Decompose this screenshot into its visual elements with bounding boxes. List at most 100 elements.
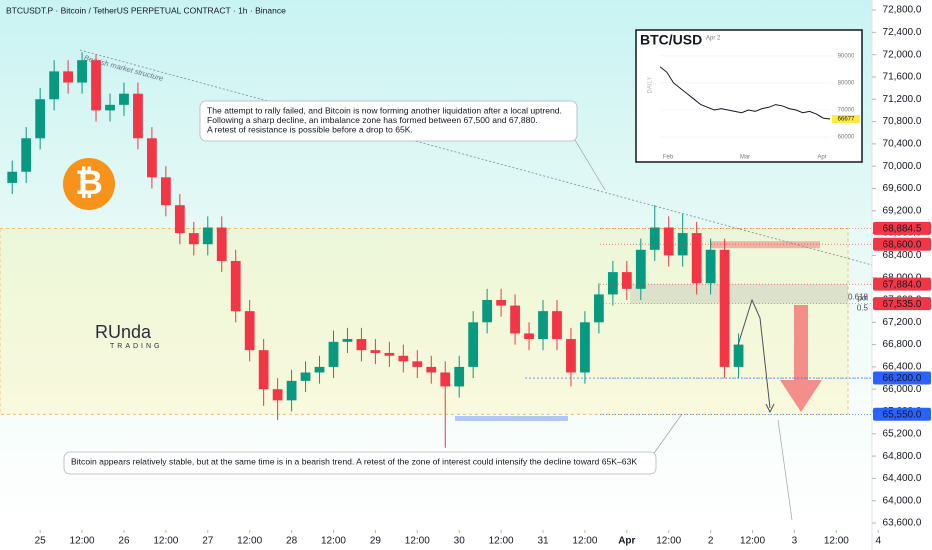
y-tick-label: 64,400.0 bbox=[883, 473, 922, 484]
price-tag bbox=[873, 297, 931, 311]
candle-body bbox=[342, 339, 353, 342]
x-tick-label: 12:00 bbox=[405, 536, 430, 547]
candle-body bbox=[496, 299, 506, 306]
candle-body bbox=[524, 333, 534, 340]
y-tick-label: 71,200.0 bbox=[883, 94, 922, 105]
projection-path bbox=[737, 298, 771, 409]
candle-body bbox=[244, 311, 255, 351]
candle-body bbox=[7, 171, 18, 183]
y-tick-label: 69,600.0 bbox=[883, 183, 922, 194]
inset-last-label: 66677 bbox=[838, 117, 855, 123]
candle-body bbox=[230, 260, 241, 312]
candle-body bbox=[580, 322, 590, 373]
price-tag-label: 68,884.5 bbox=[883, 224, 922, 235]
y-tick-label: 71,600.0 bbox=[883, 72, 922, 83]
inset-y-label: 90000 bbox=[838, 54, 855, 60]
candle-body bbox=[370, 350, 381, 353]
candle-body bbox=[691, 233, 702, 284]
candle-body bbox=[482, 299, 493, 323]
price-axis-panel bbox=[872, 0, 932, 550]
inset-month: Feb bbox=[663, 155, 674, 161]
liquidity-bar bbox=[455, 416, 568, 421]
x-tick-label: 30 bbox=[454, 536, 466, 547]
y-tick-label: 70,400.0 bbox=[883, 139, 922, 150]
candle-body bbox=[160, 177, 171, 206]
price-tag-label: 65,550.0 bbox=[883, 409, 922, 420]
x-tick-label: 12:00 bbox=[824, 536, 849, 547]
candle-body bbox=[607, 272, 618, 295]
price-tag bbox=[873, 277, 931, 291]
candle-body bbox=[454, 366, 465, 387]
down-arrow bbox=[780, 305, 822, 412]
note-pointer bbox=[651, 413, 683, 457]
candle-body bbox=[663, 227, 674, 256]
x-tick-label: 12:00 bbox=[321, 536, 346, 547]
inset-frame bbox=[635, 29, 863, 163]
note-pointer bbox=[574, 139, 606, 191]
trend-line bbox=[79, 49, 873, 266]
candle-body bbox=[621, 272, 632, 289]
y-tick-label: 72,400.0 bbox=[883, 27, 922, 38]
candle-body bbox=[314, 366, 325, 373]
candle-body bbox=[119, 93, 129, 105]
candle-body bbox=[510, 305, 520, 334]
candle-body bbox=[300, 372, 311, 381]
candle-body bbox=[566, 339, 576, 373]
candle-body bbox=[216, 227, 227, 261]
candle-body bbox=[188, 233, 199, 245]
note-text: A retest of resistance is possible befor… bbox=[207, 124, 413, 134]
inset-title: BTC/USD bbox=[640, 32, 702, 48]
candle-body bbox=[440, 372, 451, 387]
candle-body bbox=[426, 366, 437, 373]
candle-body bbox=[21, 138, 32, 172]
note-text: The attempt to rally failed, and Bitcoin… bbox=[207, 105, 562, 115]
inset-side-label: DAILY bbox=[648, 77, 654, 94]
watermark: RUnda bbox=[95, 322, 152, 342]
price-tag bbox=[873, 221, 931, 235]
x-tick-label: 12:00 bbox=[153, 536, 178, 547]
y-tick-label: 72,000.0 bbox=[883, 49, 922, 60]
candle-body bbox=[733, 344, 744, 367]
x-tick-label: 12:00 bbox=[656, 536, 681, 547]
candle-body bbox=[272, 389, 283, 401]
inset-date: Apr 2 bbox=[706, 36, 721, 42]
candle-body bbox=[286, 380, 297, 401]
price-tag bbox=[873, 407, 931, 421]
candle-body bbox=[594, 294, 604, 323]
y-tick-label: 67,200.0 bbox=[883, 317, 922, 328]
candle-body bbox=[35, 99, 46, 139]
note-text: Bitcoin appears relatively stable, but a… bbox=[71, 456, 637, 466]
note-box bbox=[199, 100, 578, 142]
x-tick-label: Apr bbox=[618, 536, 635, 547]
projection-line bbox=[777, 419, 793, 521]
candle-body bbox=[552, 311, 562, 340]
projection-head bbox=[765, 403, 775, 414]
x-tick-label: 2 bbox=[708, 536, 714, 547]
candle-body bbox=[202, 227, 213, 245]
fib-label: poi bbox=[857, 294, 868, 303]
note-text: Following a sharp decline, an imbalance … bbox=[207, 115, 538, 125]
y-tick-label: 70,000.0 bbox=[883, 161, 922, 172]
x-tick-label: 12:00 bbox=[70, 536, 95, 547]
candle-body bbox=[468, 322, 479, 367]
inset-y-label: 70000 bbox=[838, 108, 855, 114]
fib-label: 0.5 bbox=[857, 304, 869, 313]
y-tick-label: 72,800.0 bbox=[883, 5, 922, 16]
price-tag-label: 66,200.0 bbox=[883, 373, 922, 384]
inset-y-label: 60000 bbox=[838, 135, 855, 141]
candle-body bbox=[384, 352, 395, 356]
price-tag-label: 67,535.0 bbox=[883, 299, 922, 310]
y-tick-label: 68,400.0 bbox=[883, 250, 922, 261]
y-tick-label: 66,800.0 bbox=[883, 339, 922, 350]
price-tag-label: 68,600.0 bbox=[883, 239, 922, 250]
candle-body bbox=[719, 249, 730, 367]
x-tick-label: 4 bbox=[875, 536, 881, 547]
x-tick-label: 29 bbox=[370, 536, 382, 547]
candle-body bbox=[77, 60, 87, 83]
resistance-box bbox=[710, 241, 820, 249]
logo-symbol: ₿ bbox=[75, 164, 103, 202]
inset-line bbox=[659, 66, 831, 120]
x-tick-label: 28 bbox=[286, 536, 298, 547]
candle-body bbox=[649, 227, 660, 250]
candle-body bbox=[174, 205, 185, 234]
